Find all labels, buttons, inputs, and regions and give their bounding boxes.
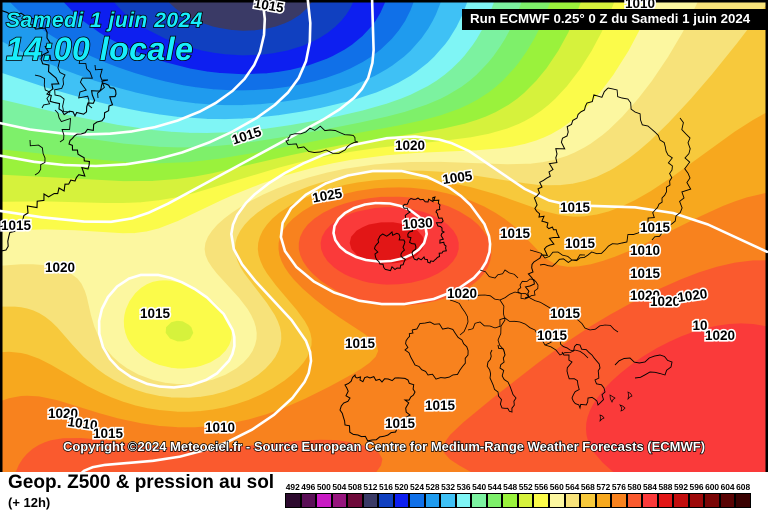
svg-text:1010: 1010 (205, 420, 235, 435)
svg-text:1020: 1020 (705, 328, 735, 343)
svg-text:1015: 1015 (500, 226, 531, 241)
svg-text:1015: 1015 (385, 416, 416, 431)
svg-text:1015: 1015 (565, 236, 596, 251)
svg-text:1015: 1015 (550, 306, 581, 321)
svg-text:1020: 1020 (447, 286, 477, 301)
svg-text:1015: 1015 (560, 200, 591, 215)
svg-text:1020: 1020 (650, 294, 680, 309)
svg-text:1015: 1015 (630, 266, 661, 281)
svg-text:1015: 1015 (140, 306, 171, 321)
svg-text:1030: 1030 (402, 215, 433, 232)
svg-text:1015: 1015 (425, 398, 456, 413)
svg-text:1010: 1010 (630, 243, 660, 258)
svg-text:1015: 1015 (1, 218, 32, 233)
svg-text:1015: 1015 (345, 336, 376, 351)
svg-text:1015: 1015 (537, 328, 568, 343)
svg-text:1020: 1020 (395, 138, 425, 153)
svg-text:1015: 1015 (640, 220, 671, 235)
svg-text:1020: 1020 (45, 260, 75, 275)
